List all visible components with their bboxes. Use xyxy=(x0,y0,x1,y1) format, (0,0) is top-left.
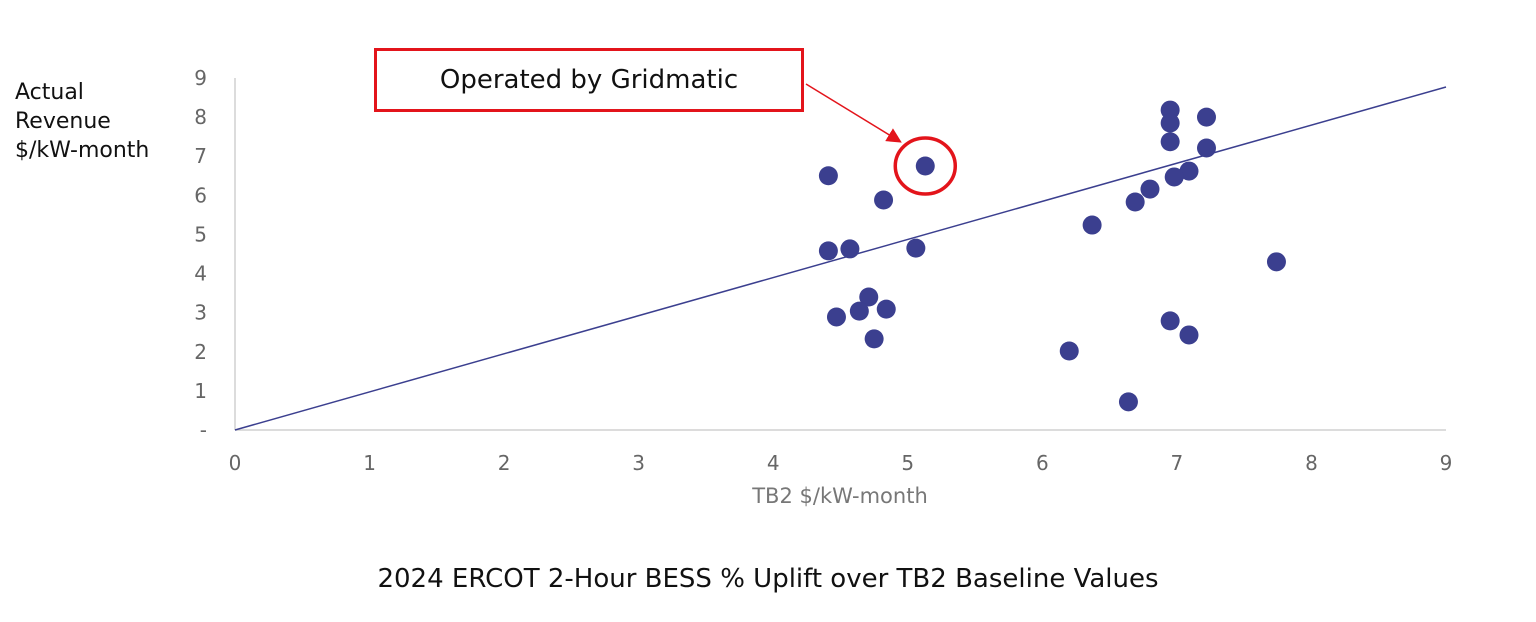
data-point xyxy=(849,301,869,321)
y-tick-label: 2 xyxy=(194,340,207,364)
y-tick-label: 1 xyxy=(194,379,207,403)
y-tick-label: 6 xyxy=(194,183,207,207)
y-tick-label: 8 xyxy=(194,105,207,129)
data-point xyxy=(859,287,879,307)
data-point xyxy=(915,156,935,176)
y-tick-label: 5 xyxy=(194,222,207,246)
x-tick-label: 1 xyxy=(363,451,376,475)
chart-title: 2024 ERCOT 2-Hour BESS % Uplift over TB2… xyxy=(377,564,1159,594)
data-point xyxy=(826,307,846,327)
y-tick-label: 3 xyxy=(194,301,207,325)
data-point xyxy=(818,166,838,186)
x-axis-label: TB2 $/kW-month xyxy=(751,484,928,508)
trendline xyxy=(234,86,1447,431)
y-tick-label: - xyxy=(200,418,207,442)
x-tick-label: 3 xyxy=(632,451,645,475)
data-point xyxy=(1118,392,1138,412)
data-point xyxy=(874,190,894,210)
data-point xyxy=(1160,311,1180,331)
data-point xyxy=(1196,107,1216,127)
data-point xyxy=(1125,192,1145,212)
data-point xyxy=(906,238,926,258)
data-point xyxy=(1140,179,1160,199)
y-tick-label: 7 xyxy=(194,144,207,168)
data-point xyxy=(1059,341,1079,361)
y-axis-label: Actual Revenue $/kW-month xyxy=(15,80,150,163)
data-point xyxy=(864,329,884,349)
data-point xyxy=(1160,113,1180,133)
annotation-arrow xyxy=(805,83,902,143)
x-tick-label: 8 xyxy=(1305,451,1318,475)
data-point xyxy=(840,239,860,259)
y-tick-label: 4 xyxy=(194,262,207,286)
data-point xyxy=(1160,132,1180,152)
data-point xyxy=(1196,138,1216,158)
annotation-text: Operated by Gridmatic xyxy=(439,65,739,95)
data-point xyxy=(1164,167,1184,187)
x-tick-label: 5 xyxy=(901,451,914,475)
data-point xyxy=(876,299,896,319)
data-point xyxy=(818,241,838,261)
data-point xyxy=(1179,161,1199,181)
x-tick-label: 9 xyxy=(1440,451,1453,475)
annotation-callout: Operated by Gridmatic xyxy=(374,48,804,112)
x-tick-label: 2 xyxy=(498,451,511,475)
highlight-circle xyxy=(893,136,958,196)
y-tick-label: 9 xyxy=(194,66,207,90)
data-point xyxy=(1082,215,1102,235)
x-tick-label: 7 xyxy=(1171,451,1184,475)
x-tick-label: 0 xyxy=(229,451,242,475)
x-tick-label: 6 xyxy=(1036,451,1049,475)
x-tick-label: 4 xyxy=(767,451,780,475)
data-point xyxy=(1266,252,1286,272)
data-point xyxy=(1179,325,1199,345)
